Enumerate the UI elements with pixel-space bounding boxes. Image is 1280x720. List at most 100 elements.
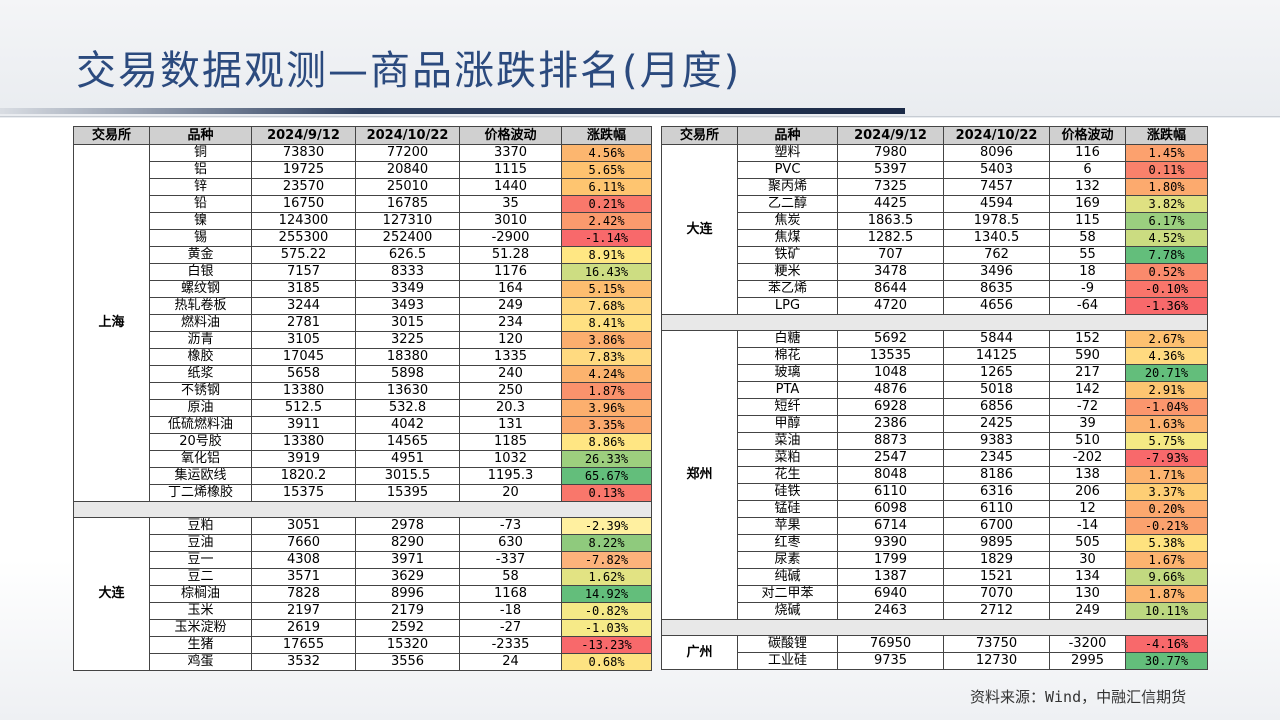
price-change-cell: 240 <box>459 365 562 383</box>
table-row: 橡胶 17045 18380 1335 7.83% <box>74 348 652 366</box>
price-change-cell: 6 <box>1049 161 1126 179</box>
price-change-cell: 1168 <box>459 585 562 603</box>
price-start-cell: 76950 <box>837 635 944 653</box>
price-end-cell: 4594 <box>943 195 1050 213</box>
price-end-cell: 6316 <box>943 483 1050 501</box>
product-cell: 苯乙烯 <box>737 280 838 298</box>
price-start-cell: 3051 <box>251 517 356 535</box>
product-cell: 纯碱 <box>737 568 838 586</box>
product-cell: 锡 <box>149 229 252 247</box>
price-change-cell: 138 <box>1049 466 1126 484</box>
pct-change-cell: 3.86% <box>561 331 652 349</box>
pct-change-cell: 0.11% <box>1125 161 1208 179</box>
pct-change-cell: 3.35% <box>561 416 652 434</box>
table-row: 焦炭 1863.5 1978.5 115 6.17% <box>662 212 1208 230</box>
exchange-cell: 上海 <box>73 144 150 502</box>
price-end-cell: 6700 <box>943 517 1050 535</box>
price-end-cell: 5403 <box>943 161 1050 179</box>
pct-change-cell: 2.67% <box>1125 330 1208 348</box>
price-start-cell: 13380 <box>251 382 356 400</box>
table-row: 螺纹钢 3185 3349 164 5.15% <box>74 280 652 298</box>
col-header-date1: 2024/9/12 <box>837 126 944 145</box>
product-cell: 聚丙烯 <box>737 178 838 196</box>
price-end-cell: 3496 <box>943 263 1050 281</box>
separator-row <box>73 501 652 518</box>
price-start-cell: 7980 <box>837 144 944 162</box>
pct-change-cell: 8.86% <box>561 433 652 451</box>
table-row: 锰硅 6098 6110 12 0.20% <box>662 500 1208 518</box>
product-cell: 黄金 <box>149 246 252 264</box>
table-row: 热轧卷板 3244 3493 249 7.68% <box>74 297 652 315</box>
price-start-cell: 3571 <box>251 568 356 586</box>
price-change-cell: 249 <box>1049 602 1126 620</box>
pct-change-cell: -13.23% <box>561 636 652 654</box>
price-change-cell: 630 <box>459 534 562 552</box>
table-row: 短纤 6928 6856 -72 -1.04% <box>662 398 1208 416</box>
price-end-cell: 2425 <box>943 415 1050 433</box>
table-row: 苹果 6714 6700 -14 -0.21% <box>662 517 1208 535</box>
price-change-cell: 169 <box>1049 195 1126 213</box>
price-start-cell: 9735 <box>837 652 944 670</box>
price-start-cell: 2197 <box>251 602 356 620</box>
price-start-cell: 9390 <box>837 534 944 552</box>
price-change-cell: 1115 <box>459 161 562 179</box>
price-end-cell: 16785 <box>355 195 460 213</box>
table-row: 豆油 7660 8290 630 8.22% <box>74 534 652 552</box>
table-row: 集运欧线 1820.2 3015.5 1195.3 65.67% <box>74 467 652 485</box>
price-end-cell: 3015 <box>355 314 460 332</box>
price-change-cell: 35 <box>459 195 562 213</box>
price-end-cell: 1829 <box>943 551 1050 569</box>
table-header-row: 交易所 品种 2024/9/12 2024/10/22 价格波动 涨跌幅 <box>661 126 1208 145</box>
price-change-cell: -64 <box>1049 297 1126 315</box>
price-end-cell: 5898 <box>355 365 460 383</box>
col-header-date1: 2024/9/12 <box>251 126 356 145</box>
col-header-pct: 涨跌幅 <box>561 126 652 145</box>
table-row: 鸡蛋 3532 3556 24 0.68% <box>74 653 652 671</box>
pct-change-cell: -7.93% <box>1125 449 1208 467</box>
pct-change-cell: -1.14% <box>561 229 652 247</box>
table-row: 丁二烯橡胶 15375 15395 20 0.13% <box>74 484 652 502</box>
price-start-cell: 19725 <box>251 161 356 179</box>
separator-cell <box>661 314 1208 331</box>
price-change-cell: 206 <box>1049 483 1126 501</box>
price-change-cell: 51.28 <box>459 246 562 264</box>
price-start-cell: 17655 <box>251 636 356 654</box>
table-row: 豆一 4308 3971 -337 -7.82% <box>74 551 652 569</box>
price-change-cell: -3200 <box>1049 635 1126 653</box>
price-change-cell: 1185 <box>459 433 562 451</box>
price-end-cell: 8186 <box>943 466 1050 484</box>
price-end-cell: 762 <box>943 246 1050 264</box>
pct-change-cell: 8.22% <box>561 534 652 552</box>
price-change-cell: -27 <box>459 619 562 637</box>
separator-row <box>661 619 1208 636</box>
price-start-cell: 16750 <box>251 195 356 213</box>
product-cell: 苹果 <box>737 517 838 535</box>
price-end-cell: 3493 <box>355 297 460 315</box>
pct-change-cell: 6.17% <box>1125 212 1208 230</box>
price-start-cell: 2781 <box>251 314 356 332</box>
price-change-cell: 58 <box>1049 229 1126 247</box>
table-row: 粳米 3478 3496 18 0.52% <box>662 263 1208 281</box>
table-row: 纸浆 5658 5898 240 4.24% <box>74 365 652 383</box>
product-cell: PVC <box>737 161 838 179</box>
price-change-cell: 58 <box>459 568 562 586</box>
price-start-cell: 13535 <box>837 347 944 365</box>
title-rule <box>0 108 905 114</box>
title-rule-thin <box>0 116 1280 117</box>
price-change-cell: 234 <box>459 314 562 332</box>
table-row: 烧碱 2463 2712 249 10.11% <box>662 602 1208 620</box>
price-start-cell: 4720 <box>837 297 944 315</box>
table-row: 广州 碳酸锂 76950 73750 -3200 -4.16% <box>661 635 1208 670</box>
table-row: 锌 23570 25010 1440 6.11% <box>74 178 652 196</box>
price-change-cell: 1335 <box>459 348 562 366</box>
product-cell: 粳米 <box>737 263 838 281</box>
price-start-cell: 3105 <box>251 331 356 349</box>
price-start-cell: 8644 <box>837 280 944 298</box>
product-cell: 20号胶 <box>149 433 252 451</box>
price-end-cell: 5844 <box>943 330 1050 348</box>
commodity-ranking-table-right: 交易所 品种 2024/9/12 2024/10/22 价格波动 涨跌幅 大连塑… <box>661 126 1208 670</box>
price-end-cell: 626.5 <box>355 246 460 264</box>
table-row: 红枣 9390 9895 505 5.38% <box>662 534 1208 552</box>
table-row: 苯乙烯 8644 8635 -9 -0.10% <box>662 280 1208 298</box>
pct-change-cell: 7.83% <box>561 348 652 366</box>
